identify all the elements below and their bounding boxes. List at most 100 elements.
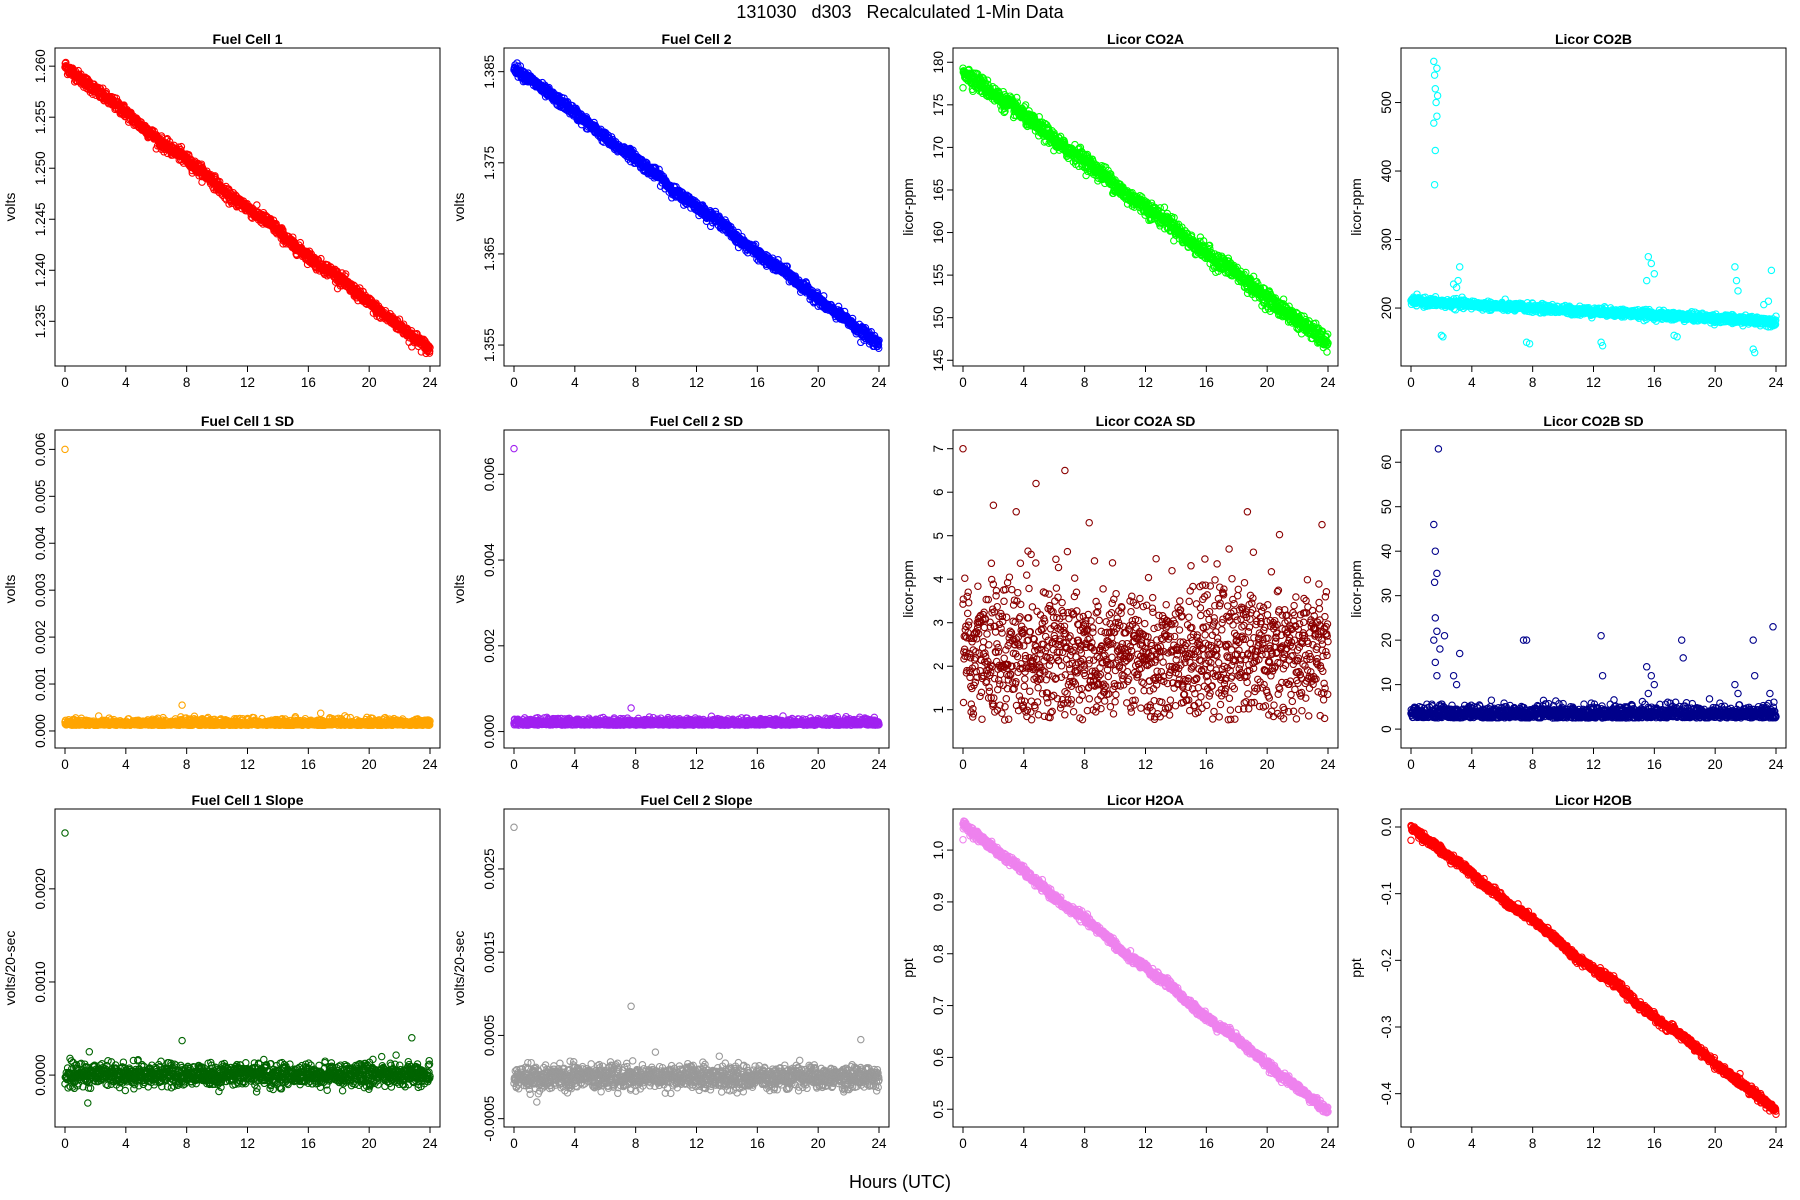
data-point <box>1546 302 1554 311</box>
data-point <box>267 218 276 226</box>
data-point <box>117 102 125 111</box>
data-point <box>1274 303 1282 311</box>
data-point <box>1224 268 1233 276</box>
data-point <box>1184 243 1192 251</box>
data-point <box>549 92 557 101</box>
data-point <box>113 98 121 106</box>
data-point <box>962 68 970 77</box>
data-point <box>706 214 715 222</box>
data-point <box>1034 125 1042 133</box>
data-point <box>344 280 352 289</box>
data-point <box>147 126 156 135</box>
data-point <box>984 91 993 99</box>
data-point <box>321 260 330 269</box>
data-point <box>702 217 711 225</box>
data-point <box>981 88 989 97</box>
data-point <box>563 106 571 115</box>
data-point <box>1280 312 1288 320</box>
data-point <box>339 276 348 284</box>
data-point <box>754 253 763 261</box>
data-point <box>1528 302 1536 311</box>
data-point <box>655 169 664 178</box>
data-point <box>1231 271 1240 279</box>
data-point <box>971 77 980 86</box>
data-point <box>157 135 165 144</box>
data-point <box>690 202 698 211</box>
data-point <box>750 241 758 250</box>
data-point <box>1512 301 1521 310</box>
data-point <box>253 213 262 221</box>
data-point <box>1567 306 1576 314</box>
data-point <box>703 214 711 223</box>
data-point <box>573 114 582 122</box>
data-point <box>309 257 318 265</box>
data-point <box>642 158 650 166</box>
data-point <box>1161 218 1169 227</box>
data-point <box>197 160 206 168</box>
data-point <box>339 279 347 287</box>
data-point <box>722 226 730 234</box>
data-point <box>1038 118 1047 126</box>
data-point <box>128 115 137 123</box>
data-point <box>985 84 993 93</box>
data-point <box>118 106 127 115</box>
plot-frame <box>1400 47 1787 367</box>
data-point <box>266 215 275 223</box>
data-point <box>139 122 147 131</box>
data-point <box>342 282 351 291</box>
data-point <box>831 308 839 316</box>
data-point <box>278 230 286 238</box>
data-point <box>875 336 883 345</box>
data-point <box>563 98 572 106</box>
data-point <box>1566 308 1574 316</box>
data-point <box>140 127 149 135</box>
data-point <box>380 309 389 317</box>
data-point <box>808 288 816 297</box>
data-point <box>73 77 82 85</box>
data-point <box>527 74 536 82</box>
data-point <box>274 226 282 234</box>
data-point <box>208 177 217 185</box>
data-point <box>598 128 606 137</box>
data-point <box>1453 298 1462 306</box>
data-point <box>786 272 795 280</box>
data-point <box>1193 240 1202 248</box>
data-point <box>758 250 767 259</box>
data-point <box>609 138 618 146</box>
data-point <box>1521 304 1530 312</box>
data-point <box>1033 123 1041 131</box>
data-point <box>156 142 164 150</box>
data-point <box>239 201 248 209</box>
data-point <box>1550 305 1558 314</box>
data-point <box>1507 304 1516 313</box>
data-point <box>288 243 296 252</box>
data-point <box>1441 303 1450 312</box>
data-point <box>571 104 579 113</box>
data-point <box>788 275 797 283</box>
data-point <box>201 170 209 178</box>
data-point <box>1011 102 1019 111</box>
data-point <box>697 206 706 214</box>
data-point <box>1222 260 1231 268</box>
data-point <box>1447 300 1455 308</box>
data-point <box>1131 199 1140 208</box>
data-point <box>1500 303 1508 312</box>
data-point <box>286 236 295 245</box>
data-point <box>693 202 702 210</box>
data-point <box>1435 298 1443 307</box>
data-point <box>511 66 520 75</box>
data-point <box>1213 260 1222 268</box>
data-point <box>1316 337 1324 346</box>
data-point <box>604 138 613 147</box>
data-point <box>1140 197 1149 205</box>
data-point <box>1041 120 1049 128</box>
data-point <box>349 287 358 295</box>
data-point <box>731 237 740 245</box>
data-point <box>1239 273 1247 281</box>
data-point <box>1067 150 1076 158</box>
data-point <box>590 122 599 130</box>
data-point <box>1133 192 1141 201</box>
data-point <box>422 349 430 358</box>
data-point <box>242 204 251 213</box>
data-point <box>1312 329 1321 337</box>
